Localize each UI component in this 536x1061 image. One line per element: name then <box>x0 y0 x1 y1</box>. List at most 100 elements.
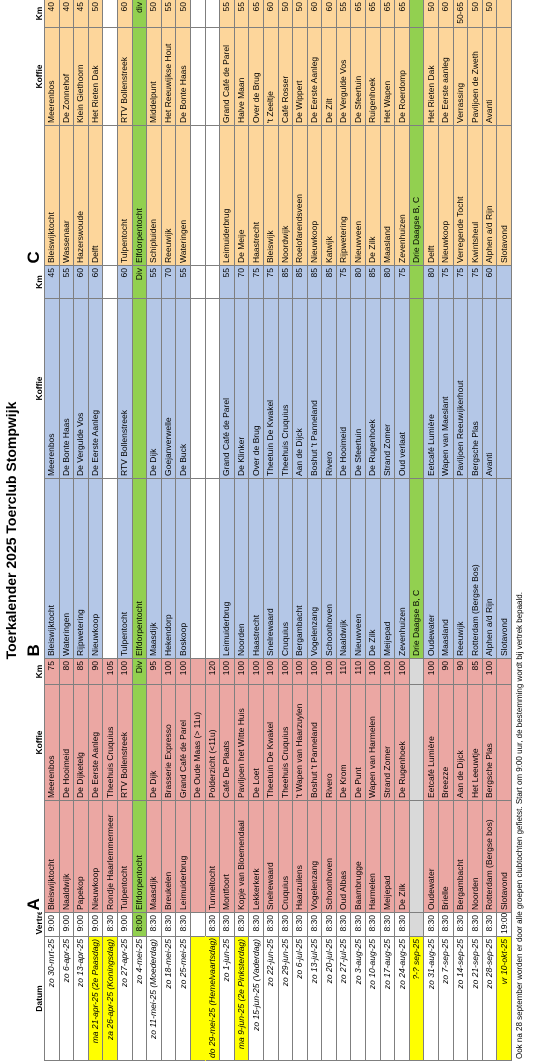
table-row: zo 4-mei-25 8:00 Elfdorpentocht Div Elfdorpe… <box>132 0 147 1061</box>
table-cell: De Zilk <box>365 125 381 266</box>
table-cell: Paviljoen Reeuwijkerhout <box>453 298 468 479</box>
table-cell: 75 <box>44 658 60 685</box>
table-cell: zo 6-apr-25 <box>59 936 74 1061</box>
table-cell: De Vergulde Vos <box>336 27 351 126</box>
table-cell: 100 <box>307 658 322 685</box>
table-cell: Bergsche Plas <box>482 684 497 801</box>
table-cell: Paviljoen de Zweth <box>467 27 483 126</box>
table-cell: Grand Café de Parel <box>219 298 235 479</box>
table-cell: De Bonte Haas <box>59 298 74 479</box>
table-cell: Baambrugge <box>350 800 366 913</box>
table-cell: 100 <box>321 658 337 685</box>
table-cell <box>102 27 118 126</box>
table-cell <box>409 265 424 299</box>
table-cell <box>205 0 220 28</box>
table-cell: Boskoop <box>175 478 191 659</box>
table-body: zo 30-mrt-25 9:00 Bleiswijktocht Meerenbos 7… <box>44 0 512 1061</box>
table-cell: 100 <box>219 658 235 685</box>
table-cell: Noorden <box>234 478 249 659</box>
table-cell: Reeuwijk <box>453 478 468 659</box>
table-cell: 8:30 <box>292 912 308 937</box>
table-cell: Tulpentocht <box>117 125 133 266</box>
table-cell: zo 1-jun-25 <box>219 936 235 1061</box>
table-cell: Roelofarendsveen <box>292 125 308 266</box>
table-cell: 75 <box>394 265 410 299</box>
table-cell: 85 <box>292 265 308 299</box>
table-cell: 80 <box>350 265 366 299</box>
table-cell: 8:30 <box>394 912 410 937</box>
table-cell: Katwijk <box>321 125 337 266</box>
table-row: zo 24-aug-25 8:30 De Zilk De Rugenhoek 100 Ze… <box>394 0 410 1061</box>
table-cell: Halve Maan <box>234 27 249 126</box>
table-cell: Drie Daagse B, C <box>409 125 424 266</box>
table-cell: zo 25-mei-25 <box>175 936 191 1061</box>
table-cell: Nieuwkoop <box>307 125 322 266</box>
table-cell: 95 <box>146 658 162 685</box>
table-cell: Ruigenhoek <box>365 27 381 126</box>
table-cell: 50 <box>88 0 103 28</box>
table-cell: De Eerste Aanleg <box>88 684 103 801</box>
table-cell: 65 <box>350 0 366 28</box>
table-cell: De Wippert <box>292 27 308 126</box>
table-cell: De Dijk <box>146 298 162 479</box>
table-cell: Strand Zomer <box>380 298 395 479</box>
table-cell: Grand Café de Parel <box>175 684 191 801</box>
table-cell: Het Reeuwijkse Hout <box>161 27 176 126</box>
table-cell: Breukelen <box>161 800 176 913</box>
table-cell: Wassenaar <box>59 125 74 266</box>
table-cell: De Rugenhoek <box>394 684 410 801</box>
table-cell: Café Rosser <box>278 27 293 126</box>
table-cell: Kwintsheul <box>467 125 483 266</box>
column-header: Koffie <box>22 298 45 479</box>
column-header: Vertrek <box>22 912 45 937</box>
table-cell: Klein Giethoorn <box>73 27 89 126</box>
table-cell: 65 <box>380 0 395 28</box>
table-cell: 55 <box>336 0 351 28</box>
table-cell: Breezze <box>438 684 454 801</box>
table-cell: 8:30 <box>307 912 322 937</box>
column-header: A <box>22 800 45 913</box>
table-cell: zo 28-sep-25 <box>482 936 497 1061</box>
table-cell <box>205 298 220 479</box>
table-cell: ?-? sep-25 <box>409 936 424 1061</box>
table-cell: zo 27-apr-25 <box>117 936 133 1061</box>
table-cell: Het Rieten Dak <box>423 27 439 126</box>
table-cell: 8:30 <box>248 912 264 937</box>
table-cell: 55 <box>146 265 162 299</box>
table-cell: 8:30 <box>350 912 366 937</box>
table-cell: 55 <box>175 265 191 299</box>
column-header: Koffie <box>22 27 45 126</box>
table-cell: Bleiswijk <box>263 125 278 266</box>
table-cell: 45 <box>44 265 60 299</box>
table-cell: De Eerste aanleg <box>438 27 454 126</box>
table-cell: De Buck <box>175 298 191 479</box>
table-cell: 60 <box>307 0 322 28</box>
header-row: Datum Vertrek A Koffie Km B Koffie Km C Koffie Km <box>22 0 45 1061</box>
table-cell: De Punt <box>350 684 366 801</box>
table-cell: Aan de Dijck <box>292 298 308 479</box>
table-cell: 100 <box>482 658 497 685</box>
table-cell: RTV Bollenstreek <box>117 27 133 126</box>
table-cell: Nieuwkoop <box>88 478 103 659</box>
table-cell <box>190 800 206 913</box>
table-cell <box>102 265 118 299</box>
table-cell: 90 <box>438 658 454 685</box>
table-cell: 75 <box>336 265 351 299</box>
table-cell: Avanti <box>482 27 497 126</box>
table-cell: do 29-mei-25 (Hemelvaartsdag) <box>205 936 220 1061</box>
table-cell: Maasdijk <box>146 478 162 659</box>
table-cell: De Vergulde Vos <box>73 298 89 479</box>
table-cell: De Rugenhoek <box>365 298 381 479</box>
table-cell: 100 <box>161 658 176 685</box>
table-cell: zo 29-jun-25 <box>278 936 293 1061</box>
table-cell <box>409 298 424 479</box>
table-cell <box>409 658 424 685</box>
table-cell: zo 30-mrt-25 <box>44 936 60 1061</box>
table-cell: Boshut 't Panneland <box>307 684 322 801</box>
table-cell: Meerenbos <box>44 27 60 126</box>
calendar-table: Datum Vertrek A Koffie Km B Koffie Km C Koffie Km … <box>22 0 512 1061</box>
table-cell: RTV Bollenstreek <box>117 298 133 479</box>
table-cell: Harmelen <box>365 800 381 913</box>
table-cell: Noorden <box>467 800 483 913</box>
table-cell: 105 <box>102 658 118 685</box>
